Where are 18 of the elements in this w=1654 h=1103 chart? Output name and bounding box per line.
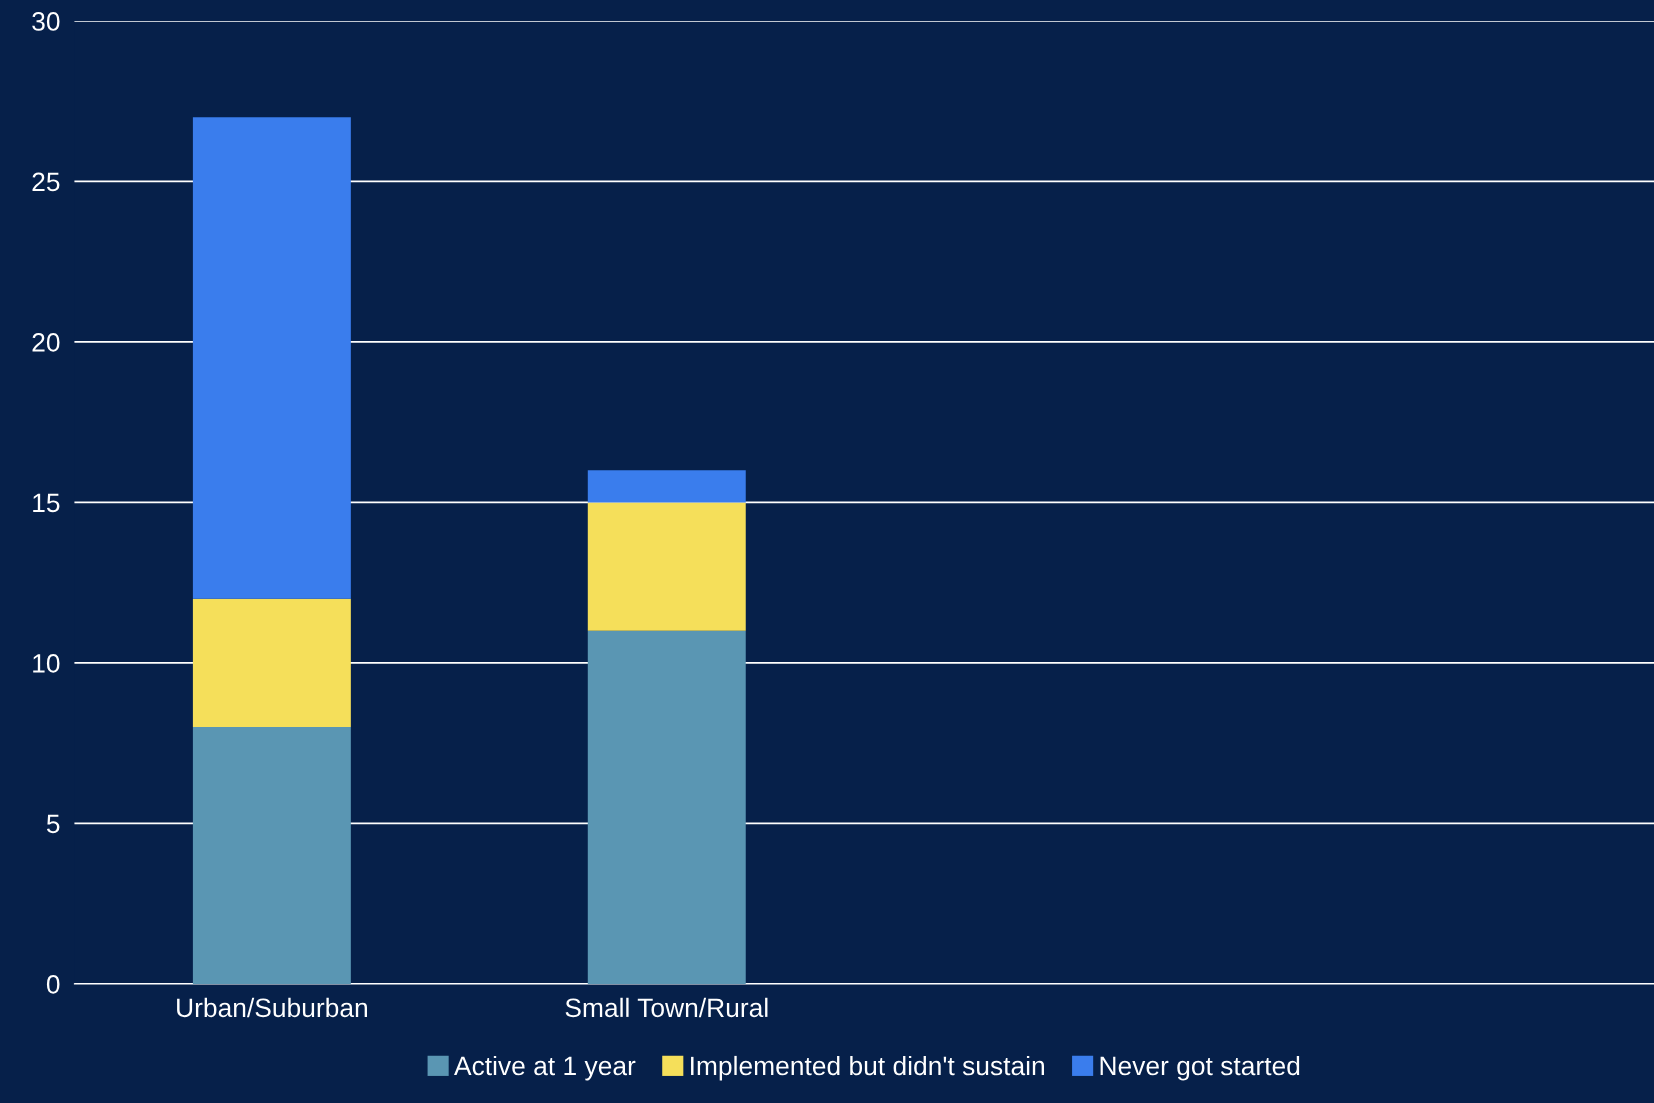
- bar: [587, 502, 746, 631]
- y-tick-label: 5: [46, 814, 60, 834]
- x-tick-label: Urban/Suburban: [177, 997, 367, 1018]
- bar: [587, 630, 746, 984]
- legend-label: Implemented but didn't sustain: [691, 1055, 1044, 1081]
- y-tick-label: 30: [32, 12, 60, 31]
- bar: [192, 117, 351, 599]
- legend-label: Never got started: [1100, 1055, 1300, 1081]
- x-tick-label: Small Town/Rural: [565, 997, 768, 1018]
- y-tick-label: 0: [46, 975, 60, 994]
- bar: [587, 470, 746, 503]
- bar: [192, 598, 351, 728]
- y-tick-label: 10: [33, 654, 60, 673]
- y-tick-label: 15: [33, 493, 60, 513]
- bar: [192, 727, 351, 984]
- y-tick-label: 20: [32, 333, 60, 352]
- legend-label: Active at 1 year: [454, 1055, 636, 1081]
- y-tick-label: 25: [32, 172, 60, 192]
